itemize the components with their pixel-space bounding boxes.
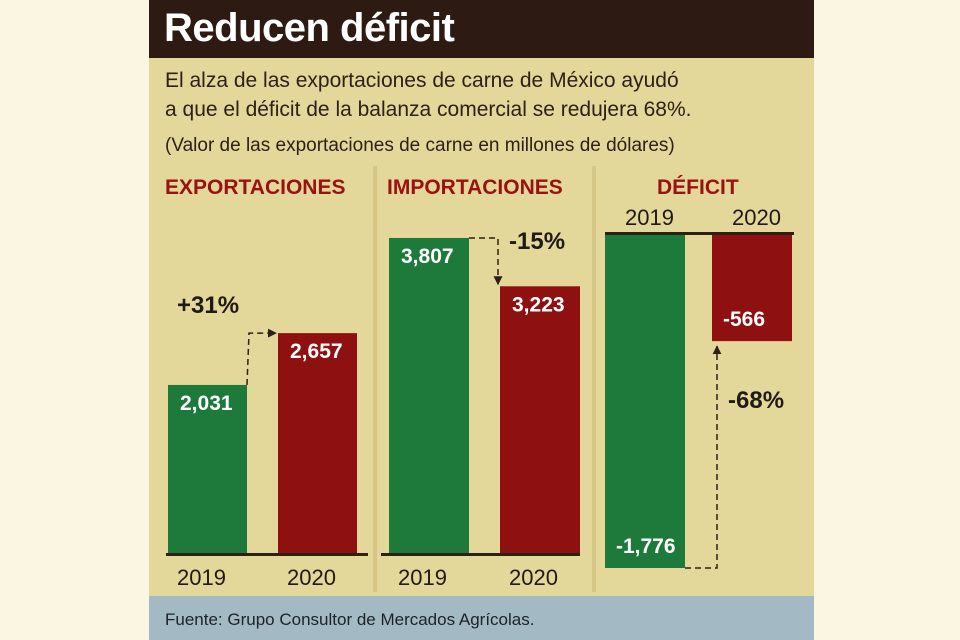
bar-value-label: -566 xyxy=(723,308,765,331)
change-label: -15% xyxy=(509,228,565,255)
year-label: 2019 xyxy=(625,205,674,230)
change-arrow xyxy=(685,345,722,569)
bar-2019 xyxy=(168,384,247,553)
panel-title: IMPORTACIONES xyxy=(387,176,563,199)
bar-2019 xyxy=(389,237,469,553)
source-bar xyxy=(149,596,814,640)
source-text: Fuente: Grupo Consultor de Mercados Agrí… xyxy=(165,610,535,629)
change-label: +31% xyxy=(177,292,239,319)
panel-title: DÉFICIT xyxy=(657,176,739,199)
bar-value-label: 2,657 xyxy=(290,340,343,363)
bar-value-label: 3,223 xyxy=(512,293,565,316)
title-bar xyxy=(149,0,814,58)
subtitle-line-2: a que el déficit de la balanza comercial… xyxy=(165,98,692,121)
year-label: 2020 xyxy=(509,565,558,590)
year-label: 2019 xyxy=(177,565,226,590)
change-arrow xyxy=(246,328,277,385)
subtitle-line-1: El alza de las exportaciones de carne de… xyxy=(165,69,679,92)
panel-divider xyxy=(373,166,377,592)
bar-2020 xyxy=(278,333,357,553)
units-note: (Valor de las exportaciones de carne en … xyxy=(165,135,675,156)
bar-2019 xyxy=(605,235,685,568)
bar-2020 xyxy=(712,235,792,342)
panel-divider xyxy=(592,166,596,592)
bar-value-label: 2,031 xyxy=(180,392,233,415)
bar-value-label: -1,776 xyxy=(616,535,676,558)
year-label: 2019 xyxy=(398,565,447,590)
year-label: 2020 xyxy=(287,565,336,590)
year-label: 2020 xyxy=(732,205,781,230)
bar-2020 xyxy=(500,286,580,553)
page-title: Reducen déficit xyxy=(164,6,455,50)
bar-value-label: 3,807 xyxy=(401,245,454,268)
infographic-panel xyxy=(149,0,814,640)
panel-title: EXPORTACIONES xyxy=(165,176,345,199)
change-label: -68% xyxy=(728,387,784,414)
change-arrow xyxy=(469,237,503,286)
